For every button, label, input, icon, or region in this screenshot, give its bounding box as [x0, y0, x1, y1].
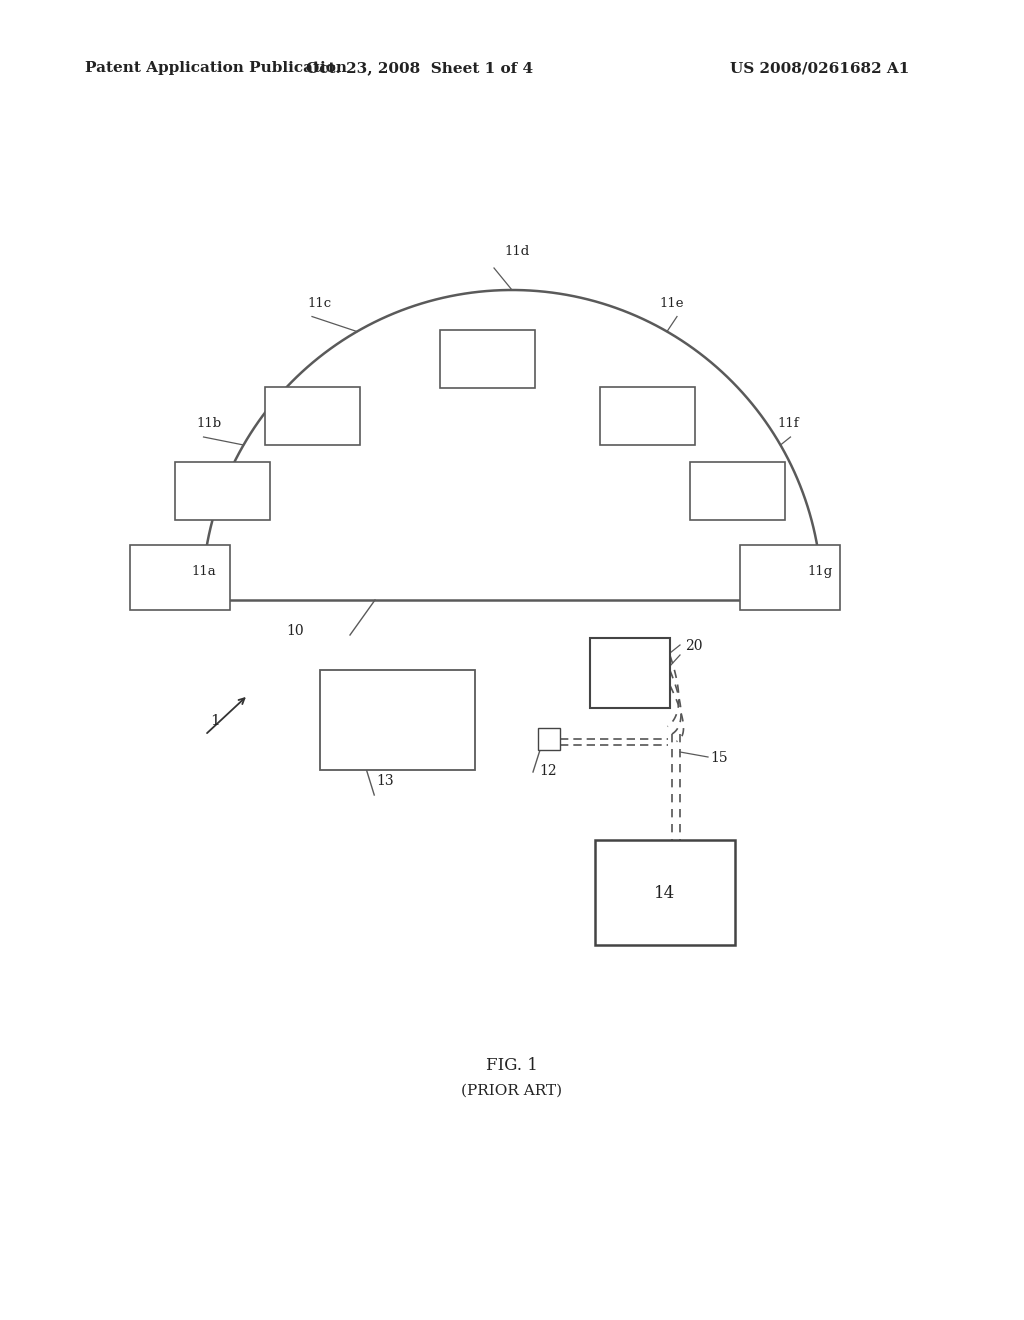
Text: 11b: 11b: [196, 417, 221, 430]
Text: 12: 12: [540, 764, 557, 777]
Bar: [590, 638, 670, 708]
Bar: [740, 545, 840, 610]
Text: 11g: 11g: [807, 565, 833, 578]
Text: (PRIOR ART): (PRIOR ART): [462, 1084, 562, 1098]
Text: US 2008/0261682 A1: US 2008/0261682 A1: [730, 61, 909, 75]
Text: FIG. 1: FIG. 1: [486, 1057, 538, 1074]
Bar: [600, 387, 695, 445]
Bar: [595, 840, 735, 945]
Text: 11a: 11a: [191, 565, 216, 578]
Bar: [319, 671, 475, 770]
Bar: [130, 545, 230, 610]
Text: 15: 15: [710, 751, 728, 766]
Text: 11d: 11d: [505, 246, 529, 257]
Text: 10: 10: [286, 624, 304, 638]
Bar: [265, 387, 360, 445]
Bar: [440, 330, 535, 388]
Text: 20: 20: [685, 639, 702, 653]
Text: Oct. 23, 2008  Sheet 1 of 4: Oct. 23, 2008 Sheet 1 of 4: [306, 61, 534, 75]
Text: 1: 1: [210, 714, 220, 729]
Bar: [538, 729, 560, 750]
Text: 11c: 11c: [307, 297, 331, 309]
Bar: [175, 462, 270, 520]
Text: 11e: 11e: [659, 297, 684, 309]
Bar: [690, 462, 785, 520]
Text: 11f: 11f: [777, 417, 800, 430]
Text: 13: 13: [376, 774, 394, 788]
Text: Patent Application Publication: Patent Application Publication: [85, 61, 347, 75]
Text: 14: 14: [654, 884, 676, 902]
